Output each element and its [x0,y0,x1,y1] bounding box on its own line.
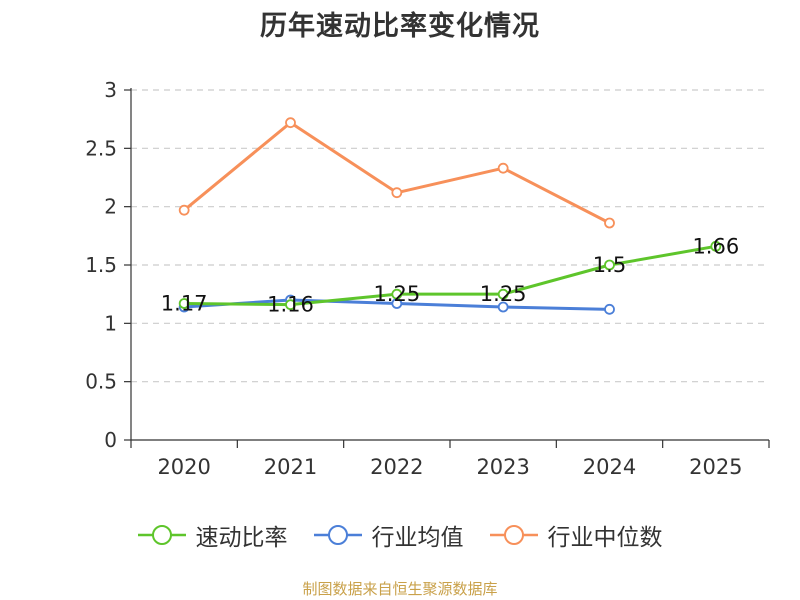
data-point [710,240,722,252]
data-point [604,217,615,229]
data-point [285,299,296,311]
legend: 速动比率 行业均值 行业中位数 [0,518,800,552]
data-point [497,288,509,300]
data-labels: 1.17 1.16 1.25 1.25 1.5 1.66 [161,234,739,316]
data-label: 1.5 [593,253,626,277]
data-point [604,259,615,271]
y-tick-label: 3 [104,78,117,102]
axes: 0 0.5 1 1.5 2 2.5 3 2020 2021 2022 2023 2024 2025 [85,78,770,479]
legend-item-quick-ratio[interactable]: 速动比率 [137,518,288,552]
data-point [391,187,403,199]
data-label: 1.16 [267,293,314,317]
grid-lines [131,89,769,383]
x-tick-label: 2020 [157,455,210,479]
legend-marker-industry-median [489,525,538,545]
x-tick-label: 2024 [583,455,636,479]
x-tick-label: 2025 [689,455,742,479]
data-point [285,117,296,129]
data-point [178,204,190,216]
series-line-0 [184,244,717,307]
y-tick-label: 1.5 [85,253,117,277]
legend-marker-quick-ratio [137,525,186,545]
x-tick-label: 2021 [264,455,317,479]
legend-label-industry-mean: 行业均值 [371,525,464,551]
legend-label-quick-ratio: 速动比率 [195,525,288,551]
data-point [391,288,403,300]
source-note: 制图数据来自恒生聚源数据库 [302,580,498,598]
data-point [604,303,615,315]
y-tick-label: 1 [104,311,117,335]
y-tick-label: 0.5 [85,370,117,394]
data-label: 1.17 [161,292,208,316]
legend-label-industry-median: 行业中位数 [547,525,663,551]
y-tick-label: 2.5 [85,136,117,160]
data-point [497,301,509,313]
data-point [497,162,509,174]
legend-item-industry-median[interactable]: 行业中位数 [489,518,663,552]
data-label: 1.25 [480,282,527,306]
y-tick-label: 2 [104,195,117,219]
legend-marker-industry-mean [313,525,362,545]
x-tick-label: 2022 [370,455,423,479]
legend-item-industry-mean[interactable]: 行业均值 [313,518,464,552]
chart-title: 历年速动比率变化情况 [260,11,540,42]
x-tick-label: 2023 [476,455,529,479]
series-group [178,117,722,315]
data-label: 1.25 [373,282,420,306]
y-tick-label: 0 [104,428,117,452]
data-label: 1.66 [692,234,739,258]
data-point [178,298,190,309]
series-line-2 [183,121,611,225]
